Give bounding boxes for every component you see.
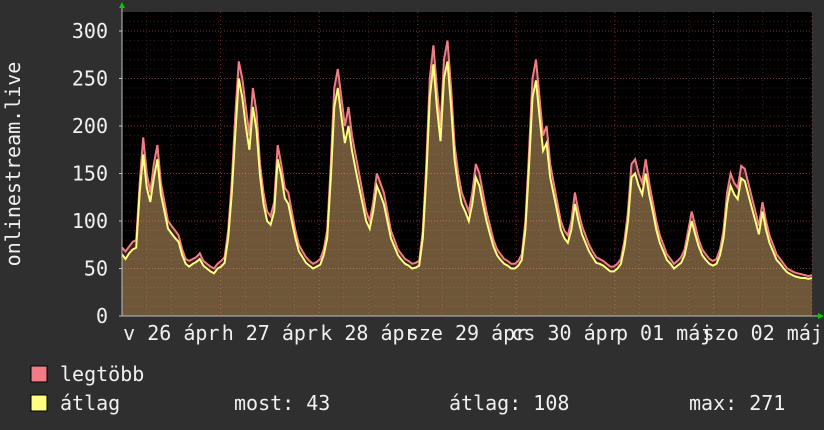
series-fill-átlag — [122, 61, 812, 317]
x-tick-label: p 01 máj — [616, 321, 712, 345]
y-tick-label: 100 — [72, 209, 108, 233]
y-tick-label: 200 — [72, 114, 108, 138]
stat-max: max: 271 — [689, 391, 785, 415]
y-tick-label: 300 — [72, 19, 108, 43]
x-tick-label: h 27 ápr — [222, 321, 318, 345]
x-tick-label: sze 29 ápr — [407, 321, 527, 345]
y-tick-label: 150 — [72, 162, 108, 186]
x-tick-label: szo 02 máj — [703, 321, 823, 345]
y-tick-label: 250 — [72, 67, 108, 91]
y-axis-label: onlinestream.live — [1, 62, 25, 267]
series-fill-legtöbb — [122, 40, 812, 316]
legend-swatch-atlag — [30, 394, 48, 412]
x-tick-label: v 26 ápr — [123, 321, 219, 345]
x-tick-label: cs 30 ápr — [511, 321, 619, 345]
x-tick-label: k 28 ápr — [320, 321, 416, 345]
y-tick-labels: 0 50 100 150 200 250 300 — [72, 19, 122, 328]
stat-now: most: 43 — [234, 391, 330, 415]
axes — [119, 2, 824, 319]
series-atlag-area — [121, 61, 813, 317]
legend-swatch-legtobb — [30, 365, 48, 383]
grid — [121, 12, 813, 316]
series-legtobb-area — [121, 40, 813, 316]
x-axis-arrow — [818, 313, 824, 319]
y-axis-arrow — [119, 2, 125, 8]
y-tick-label: 50 — [84, 257, 108, 281]
y-tick-label: 0 — [96, 304, 108, 328]
series-line-átlag — [121, 61, 813, 280]
stat-average: átlag: 108 — [449, 391, 569, 415]
legend-label-atlag: átlag — [60, 391, 120, 415]
legend-label-legtobb: legtöbb — [60, 362, 144, 386]
series-line-legtöbb — [121, 40, 813, 278]
